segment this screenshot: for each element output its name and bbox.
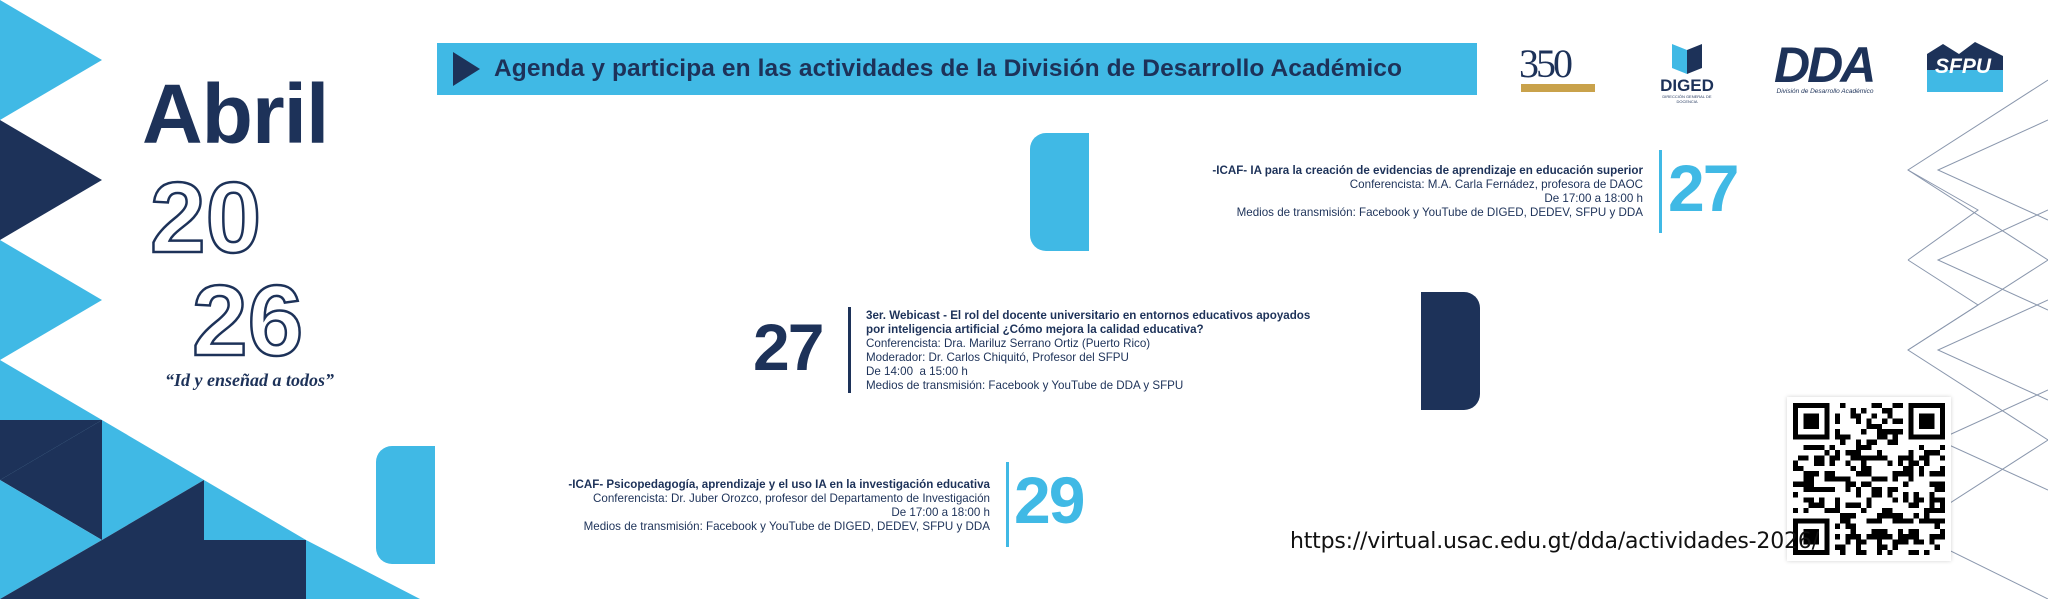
- motto: “Id y enseñad a todos”: [165, 370, 335, 390]
- event-2-title-line-2: por inteligencia artificial ¿Cómo mejora…: [866, 323, 1204, 336]
- sfpu-label: SFPU: [1935, 55, 1992, 78]
- activities-link[interactable]: https://virtual.usac.edu.gt/dda/activida…: [1290, 529, 1819, 554]
- dda-logo: DDA División de Desarrollo Académico: [1770, 37, 1880, 96]
- event-1-day: 27: [1668, 151, 1739, 225]
- event-2-time: De 14:00 a 15:00 h: [866, 365, 968, 378]
- event-1: -ICAF- IA para la creación de evidencias…: [1100, 164, 1643, 220]
- event-3-speaker: Conferencista: Dr. Juber Orozco, profeso…: [593, 492, 990, 505]
- year-top-digits: 20: [150, 162, 261, 274]
- event-2-moderator: Moderador: Dr. Carlos Chiquitó, Profesor…: [866, 351, 1129, 364]
- event-1-title: -ICAF- IA para la creación de evidencias…: [1212, 164, 1643, 177]
- diged-subtitle: DIRECCIÓN GENERAL DE DOCENCIA: [1662, 94, 1712, 104]
- event-2: 3er. Webicast - El rol del docente unive…: [866, 309, 1336, 393]
- usac-350-ribbon: [1521, 84, 1595, 92]
- usac-350-logo: 350: [1515, 38, 1601, 100]
- event-2-speaker: Conferencista: Dra. Mariluz Serrano Orti…: [866, 337, 1151, 350]
- sfpu-logo: SFPU: [1925, 40, 2005, 96]
- event-2-divider: [848, 307, 851, 393]
- book-icon: [1672, 44, 1702, 74]
- year-outline: 20 26: [149, 161, 305, 370]
- event-2-media: Medios de transmisión: Facebook y YouTub…: [866, 379, 1184, 392]
- qr-code-icon: [1793, 403, 1945, 555]
- diged-logo: DIGED DIRECCIÓN GENERAL DE DOCENCIA: [1652, 40, 1722, 104]
- event-1-media: Medios de transmisión: Facebook y YouTub…: [1236, 206, 1643, 219]
- usac-350-text: 350: [1519, 41, 1573, 86]
- event-1-speaker: Conferencista: M.A. Carla Fernádez, prof…: [1349, 178, 1643, 191]
- event-2-day: 27: [753, 310, 824, 384]
- event-3-title: -ICAF- Psicopedagogía, aprendizaje y el …: [568, 478, 990, 491]
- event-3-day: 29: [1014, 463, 1085, 537]
- event-3-media: Medios de transmisión: Facebook y YouTub…: [583, 520, 990, 533]
- left-triangle-decoration: [0, 0, 420, 599]
- tab-block-bottom: [376, 446, 435, 564]
- dda-label: DDA: [1774, 37, 1876, 93]
- agenda-banner: Agenda y participa en las actividades de…: [437, 43, 1477, 95]
- event-1-divider: [1659, 150, 1662, 233]
- event-3-time: De 17:00 a 18:00 h: [891, 506, 990, 519]
- qr-code[interactable]: [1787, 397, 1951, 561]
- tab-block-middle: [1421, 292, 1480, 410]
- dda-subtitle: División de Desarrollo Académico: [1776, 88, 1874, 95]
- tab-block-top: [1030, 133, 1089, 251]
- diged-label: DIGED: [1660, 76, 1714, 95]
- banner-title: Agenda y participa en las actividades de…: [494, 55, 1403, 82]
- event-3: -ICAF- Psicopedagogía, aprendizaje y el …: [430, 478, 990, 534]
- month-label: Abril: [142, 67, 329, 161]
- event-2-title-line-1: 3er. Webicast - El rol del docente unive…: [866, 309, 1311, 322]
- year-bottom-digits: 26: [192, 265, 303, 370]
- event-1-time: De 17:00 a 18:00 h: [1544, 192, 1643, 205]
- event-3-divider: [1006, 462, 1009, 547]
- mountain-icon: [1927, 42, 2003, 92]
- play-icon: [453, 52, 480, 86]
